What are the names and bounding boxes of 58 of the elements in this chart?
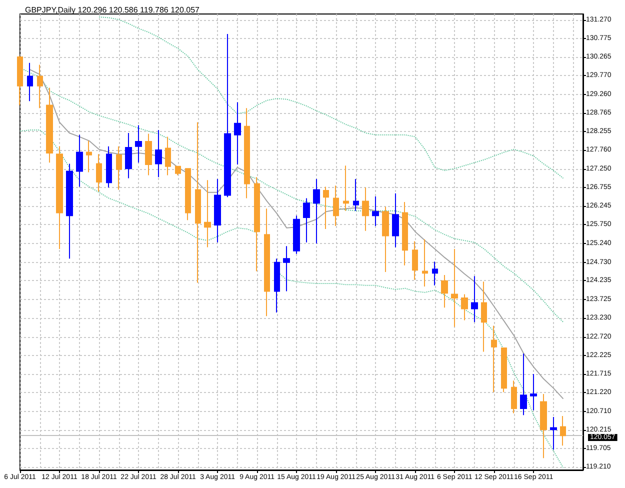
candlestick: [56, 146, 63, 250]
chart-title: GBPJPY,Daily 120.296 120.586 119.786 120.057: [25, 6, 200, 14]
candlestick: [204, 180, 211, 248]
candlestick: [293, 215, 300, 254]
candlestick: [333, 185, 339, 227]
candlestick: [214, 178, 221, 243]
candlestick: [165, 136, 171, 176]
candlestick: [125, 132, 132, 179]
candlestick: [254, 176, 260, 272]
candlestick: [135, 124, 142, 164]
candlestick: [382, 206, 389, 273]
candlestick: [412, 240, 418, 280]
candlestick: [540, 394, 547, 459]
candlestick: [451, 248, 458, 328]
candlestick: [491, 325, 497, 393]
candlestick: [106, 146, 112, 188]
candlestick: [432, 261, 438, 286]
candlestick: [343, 165, 349, 212]
candlestick: [145, 133, 152, 176]
candlestick: [76, 134, 83, 188]
candlestick: [274, 258, 280, 313]
candlestick: [175, 166, 181, 176]
candlestick: [244, 108, 250, 199]
candlestick: [362, 187, 369, 232]
candlestick: [234, 102, 241, 166]
candlestick: [353, 178, 359, 212]
candlestick: [530, 373, 537, 411]
candlestick: [264, 208, 270, 317]
candlestick: [303, 198, 310, 243]
candlestick: [224, 34, 231, 198]
candlestick: [283, 246, 290, 292]
candlestick: [511, 380, 517, 414]
candlestick: [471, 276, 478, 323]
candlestick: [27, 62, 33, 102]
candlestick: [461, 294, 468, 321]
line-series: [29, 69, 564, 400]
candlestick: [155, 130, 162, 178]
candlestick: [481, 281, 487, 352]
candlestick: [46, 87, 53, 164]
candlestick: [116, 146, 122, 190]
candlestick: [372, 196, 379, 227]
candlestick: [560, 416, 566, 446]
candlestick: [520, 353, 527, 416]
candlestick: [402, 201, 408, 266]
candlestick: [185, 168, 191, 221]
candlestick: [422, 238, 428, 287]
candlestick: [37, 64, 43, 109]
candlestick: [313, 178, 320, 244]
line-series: [98, 16, 564, 179]
candlestick: [392, 192, 399, 248]
candlestick: [323, 186, 329, 230]
candlestick: [17, 55, 23, 106]
candlestick: [66, 163, 73, 260]
candlestick: [550, 416, 557, 450]
candlestick: [501, 348, 507, 393]
candlestick: [96, 154, 102, 192]
candlestick: [86, 140, 92, 173]
candlestick: [441, 274, 448, 308]
